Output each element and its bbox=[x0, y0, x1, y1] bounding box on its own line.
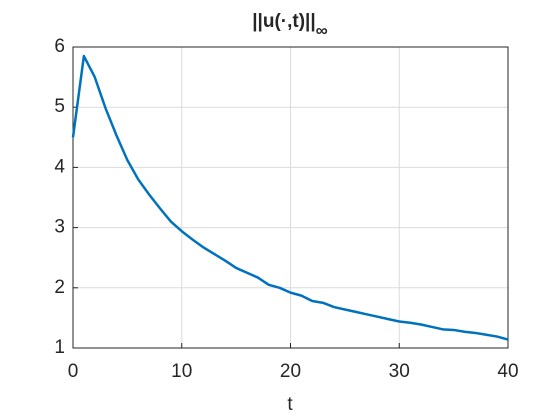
y-tick-label: 6 bbox=[54, 36, 65, 57]
x-tick-label: 40 bbox=[497, 361, 518, 382]
y-tick-label: 4 bbox=[54, 156, 65, 177]
x-tick-label: 10 bbox=[171, 361, 192, 382]
axes-box bbox=[72, 46, 509, 349]
y-tick-label: 1 bbox=[54, 337, 65, 358]
x-tick-label: 30 bbox=[389, 361, 410, 382]
x-axis-label: t bbox=[287, 394, 293, 415]
data-line bbox=[71, 54, 509, 341]
x-tick-label: 20 bbox=[280, 361, 301, 382]
title-main: ||u(·,t)|| bbox=[252, 11, 315, 32]
y-tick-label: 2 bbox=[54, 277, 65, 298]
title-subscript: ∞ bbox=[316, 21, 328, 40]
y-tick-label: 3 bbox=[54, 217, 65, 238]
y-tick-label: 5 bbox=[54, 96, 65, 117]
x-tick-label: 0 bbox=[68, 361, 79, 382]
chart-title: ||u(·,t)||∞ bbox=[252, 11, 328, 40]
